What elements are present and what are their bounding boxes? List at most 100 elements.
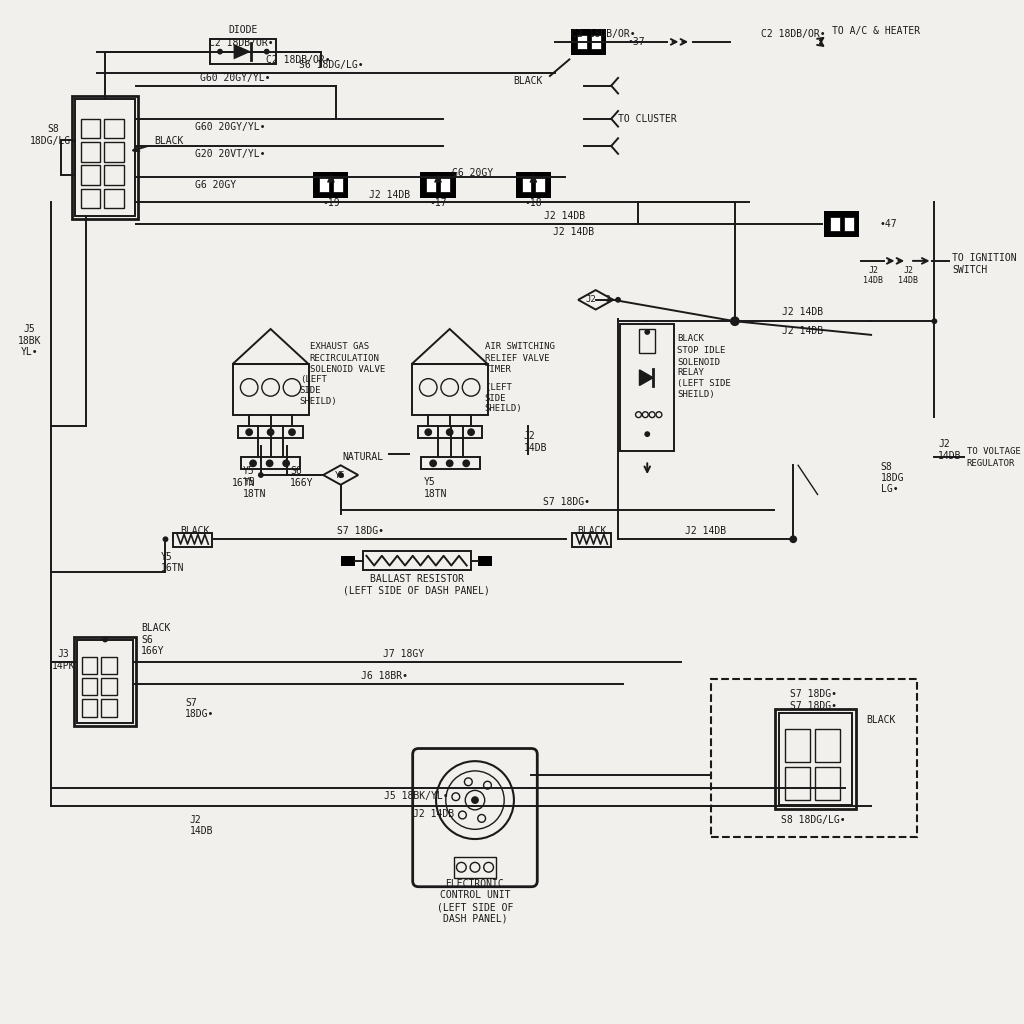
Bar [711, 679, 916, 837]
Text: REGULATOR: REGULATOR [967, 459, 1015, 468]
Text: S7 18DG•: S7 18DG• [791, 700, 838, 711]
Bar [82, 699, 97, 717]
Bar [815, 728, 841, 762]
Text: J2 14DB: J2 14DB [782, 326, 823, 336]
Bar [104, 188, 124, 208]
Text: 14DB: 14DB [189, 826, 213, 837]
Text: 18DG: 18DG [881, 473, 904, 483]
Bar [785, 767, 810, 800]
Text: (LEFT SIDE OF DASH PANEL): (LEFT SIDE OF DASH PANEL) [343, 586, 490, 596]
Text: 18TN: 18TN [423, 488, 446, 499]
Bar [421, 172, 456, 198]
Text: SHEILD): SHEILD) [484, 404, 522, 414]
Bar [74, 637, 136, 726]
Text: SOLENOID VALVE: SOLENOID VALVE [309, 366, 385, 375]
Text: J2: J2 [586, 295, 596, 304]
Bar [824, 211, 859, 237]
Circle shape [288, 428, 296, 436]
Text: J7 18GY: J7 18GY [383, 649, 425, 659]
Text: •17: •17 [429, 199, 446, 209]
Circle shape [644, 431, 650, 437]
Polygon shape [639, 370, 653, 385]
Text: 16TN: 16TN [161, 563, 184, 573]
Text: J2 14DB: J2 14DB [685, 526, 726, 537]
Bar [101, 678, 117, 695]
Bar [82, 656, 97, 674]
Text: J3: J3 [57, 649, 70, 659]
Text: SHEILD): SHEILD) [300, 396, 337, 406]
Text: G60 20GY/YL•: G60 20GY/YL• [195, 122, 265, 131]
Bar [104, 119, 124, 138]
Text: S6: S6 [290, 466, 302, 476]
Circle shape [264, 49, 269, 54]
Bar [440, 178, 450, 193]
Text: J5: J5 [24, 324, 35, 334]
Circle shape [249, 460, 257, 467]
Text: YL•: YL• [20, 347, 38, 357]
Bar [621, 325, 674, 451]
Text: DIODE: DIODE [228, 26, 258, 35]
Bar [313, 172, 348, 198]
Text: J2 14DB: J2 14DB [782, 307, 823, 317]
Bar [173, 534, 212, 547]
Circle shape [445, 460, 454, 467]
Text: S8: S8 [881, 462, 893, 472]
Text: J2 14DB: J2 14DB [369, 189, 410, 200]
Text: J6 18BR•: J6 18BR• [361, 672, 408, 682]
Text: RECIRCULATION: RECIRCULATION [309, 353, 379, 362]
Text: G6 20GY: G6 20GY [453, 168, 494, 178]
Text: C2 18DB/OR•: C2 18DB/OR• [761, 29, 825, 39]
Bar [815, 767, 841, 800]
Text: S7 18DG•: S7 18DG• [337, 526, 384, 537]
Text: TO IGNITION: TO IGNITION [952, 253, 1017, 263]
Circle shape [163, 537, 168, 542]
Bar [81, 166, 100, 185]
Text: 18DG•: 18DG• [185, 710, 214, 720]
Circle shape [265, 460, 273, 467]
Text: S8 18DG/LG•: S8 18DG/LG• [781, 814, 846, 824]
Circle shape [283, 460, 290, 467]
Bar [82, 678, 97, 695]
Text: BLACK: BLACK [578, 526, 606, 537]
Bar [521, 178, 531, 193]
Circle shape [471, 797, 479, 804]
Text: SIDE: SIDE [300, 386, 322, 395]
Text: BLACK: BLACK [180, 526, 209, 537]
Text: STOP IDLE: STOP IDLE [678, 346, 726, 355]
Bar [578, 35, 587, 49]
Text: S6 18DG/LG•: S6 18DG/LG• [299, 60, 364, 71]
Circle shape [730, 316, 739, 326]
Circle shape [445, 428, 454, 436]
Bar [572, 534, 611, 547]
Text: SWITCH: SWITCH [952, 264, 987, 274]
Text: TO VOLTAGE: TO VOLTAGE [967, 447, 1020, 456]
Bar [412, 365, 487, 415]
Bar [516, 172, 551, 198]
Text: 18TN: 18TN [244, 488, 267, 499]
Text: J2: J2 [189, 814, 202, 824]
Text: BLACK: BLACK [866, 716, 896, 725]
Circle shape [615, 297, 621, 303]
Text: LG•: LG• [881, 483, 898, 494]
Bar [571, 30, 606, 54]
Text: TO CLUSTER: TO CLUSTER [618, 114, 677, 124]
Text: TO A/C & HEATER: TO A/C & HEATER [833, 27, 921, 36]
Bar [81, 188, 100, 208]
Text: 14DB: 14DB [523, 442, 547, 453]
Text: C2 18DB/OR•: C2 18DB/OR• [571, 29, 636, 39]
Text: J2 14DB: J2 14DB [413, 809, 454, 819]
Text: RELIEF VALVE: RELIEF VALVE [484, 353, 549, 362]
Text: 14DB: 14DB [898, 275, 919, 285]
Text: J2: J2 [868, 266, 878, 275]
Text: BLACK: BLACK [678, 334, 705, 343]
Circle shape [932, 318, 937, 325]
Text: NATURAL: NATURAL [342, 453, 384, 463]
Text: BALLAST RESISTOR: BALLAST RESISTOR [370, 574, 464, 584]
Bar [639, 329, 655, 353]
Circle shape [462, 460, 470, 467]
Text: TIMER: TIMER [484, 366, 512, 375]
Bar [478, 556, 492, 565]
Bar [775, 709, 856, 809]
Bar [81, 142, 100, 162]
Text: 3: 3 [605, 295, 610, 304]
